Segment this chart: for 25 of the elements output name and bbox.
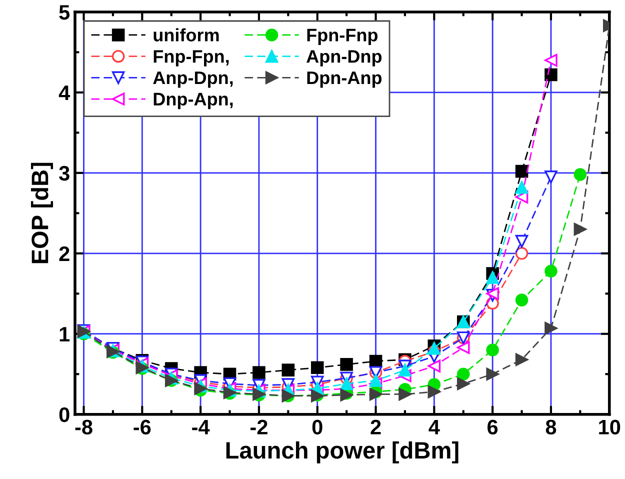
legend-label: uniform (154, 28, 219, 42)
y-tick-label: 5 (59, 5, 70, 20)
legend-label: Apn-Dnp (306, 50, 382, 66)
y-tick-label: 3 (59, 166, 70, 181)
x-tick-label: -4 (192, 420, 210, 434)
y-tick-label: 2 (59, 246, 70, 261)
legend-label: Dnp-Apn, (154, 92, 233, 110)
x-axis-title: Launch power [dBm] (226, 441, 458, 464)
x-tick-label: 0 (312, 420, 322, 434)
x-tick-label: -2 (250, 420, 268, 434)
x-tick-label: 8 (546, 420, 556, 434)
x-tick-label: 4 (428, 420, 440, 434)
x-tick-label: 10 (599, 420, 620, 434)
y-tick-label: 1 (60, 327, 70, 342)
y-axis-title: EOP [dB] (30, 162, 53, 264)
legend-label: Dpn-Anp (307, 72, 382, 88)
y-tick-label: 4 (58, 86, 70, 100)
x-tick-label: -6 (134, 420, 151, 434)
x-tick-label: -8 (75, 420, 92, 434)
y-tick-label: 0 (59, 407, 70, 422)
legend-label: Fpn-Fnp (307, 28, 378, 46)
legend-label: Fnp-Fpn, (154, 50, 229, 66)
x-tick-label: 2 (370, 420, 381, 434)
x-tick-label: 6 (488, 420, 498, 434)
legend-label: Anp-Dpn, (153, 72, 233, 88)
